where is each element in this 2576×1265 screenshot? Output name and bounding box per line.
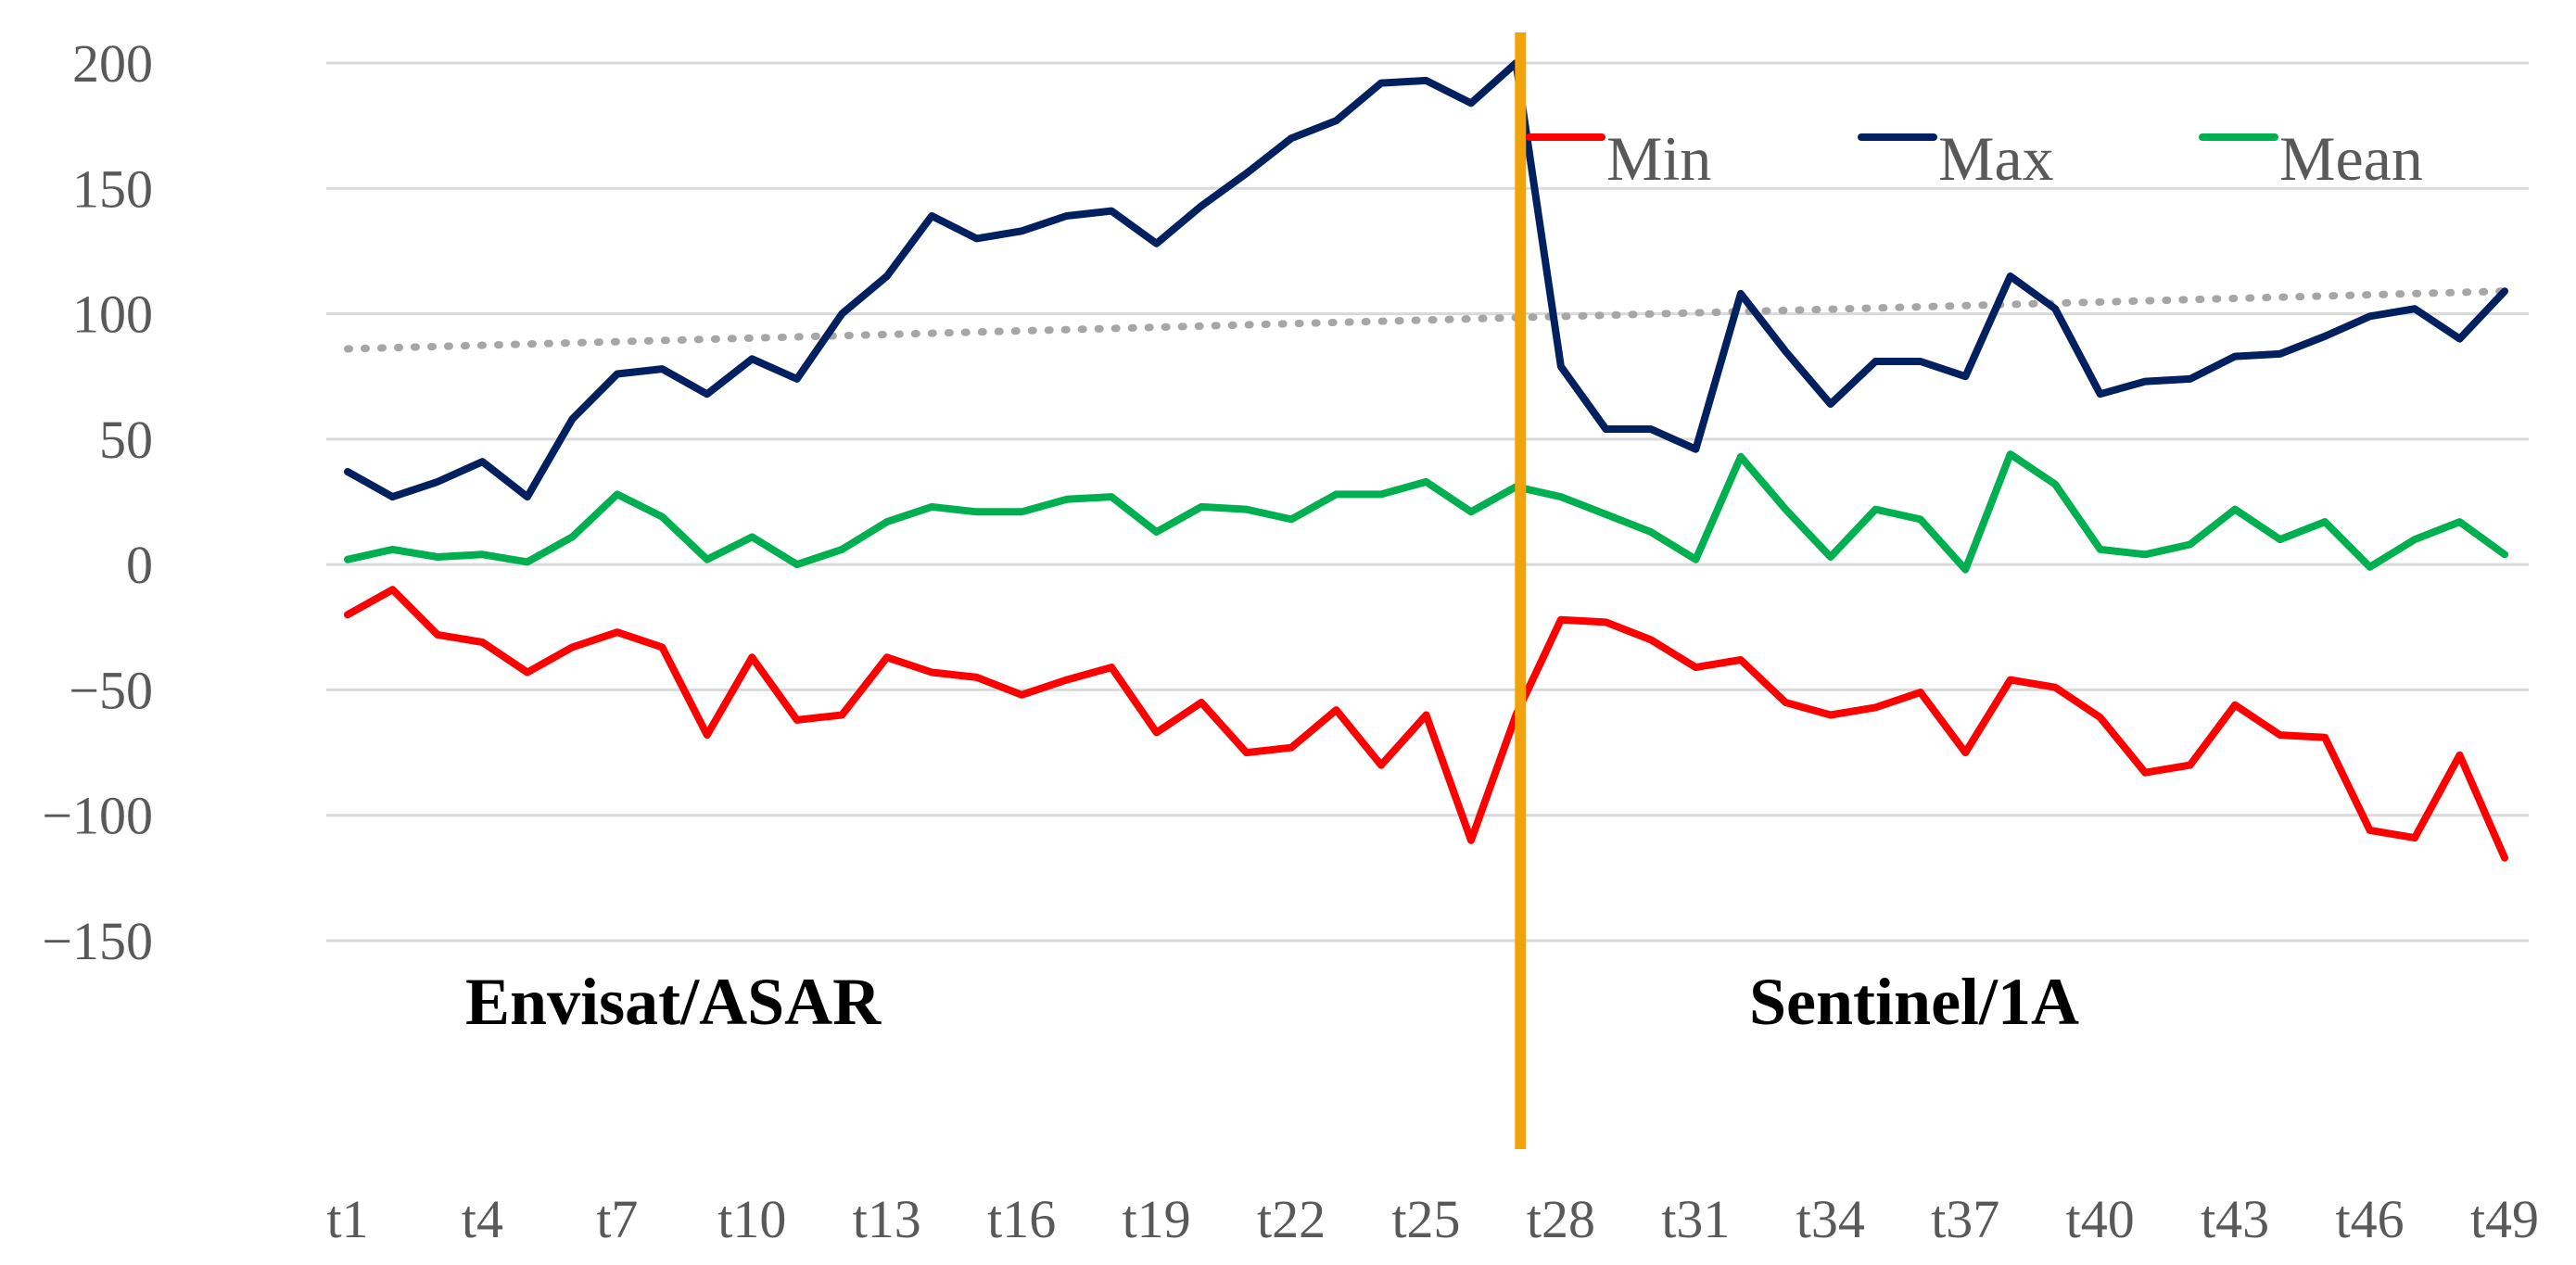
x-tick-label: t49: [2470, 1189, 2539, 1249]
y-tick-label: 0: [126, 535, 153, 595]
y-tick-label: 100: [72, 285, 153, 345]
y-tick-label: 150: [72, 158, 153, 219]
trendline-layer: [344, 287, 2508, 353]
x-tick-label: t43: [2201, 1189, 2269, 1249]
series-line-min: [344, 586, 2508, 862]
y-axis-ticks: 200 150 100 50 0 −50 −100 −150: [42, 33, 153, 971]
legend-max-label: Max: [1938, 123, 2054, 194]
x-tick-label: t7: [596, 1189, 638, 1249]
annotation-envisat: Envisat/ASAR: [465, 965, 882, 1039]
x-tick-label: t16: [987, 1189, 1056, 1249]
x-tick-label: t10: [717, 1189, 786, 1249]
annotation-sentinel: Sentinel/1A: [1749, 965, 2079, 1039]
x-tick-label: t31: [1661, 1189, 1730, 1249]
x-tick-label: t4: [462, 1189, 503, 1249]
series-line-mean: [344, 450, 2508, 574]
x-tick-label: t1: [326, 1189, 368, 1249]
gridlines: [326, 61, 2529, 942]
x-tick-label: t28: [1527, 1189, 1595, 1249]
legend-min-label: Min: [1606, 123, 1711, 194]
x-tick-label: t40: [2066, 1189, 2135, 1249]
legend-mean-label: Mean: [2279, 123, 2423, 194]
x-tick-label: t22: [1257, 1189, 1326, 1249]
x-tick-label: t46: [2336, 1189, 2405, 1249]
x-tick-label: t19: [1123, 1189, 1191, 1249]
y-tick-label: 50: [99, 410, 153, 470]
series-layer: [344, 59, 2508, 862]
legend: Min Max Mean: [1526, 123, 2423, 194]
x-tick-label: t13: [853, 1189, 921, 1249]
x-axis-ticks: t1 t4 t7 t10 t13 t16 t19 t22 t25 t28 t31 t34 t37 t40 t…: [326, 1189, 2539, 1249]
y-tick-label: −150: [42, 911, 153, 971]
x-tick-label: t34: [1796, 1189, 1865, 1249]
y-tick-label: −100: [42, 786, 153, 846]
max-trendline: [344, 287, 2508, 353]
series-line-max: [344, 59, 2508, 501]
y-tick-label: −50: [69, 660, 153, 720]
y-tick-label: 200: [72, 33, 153, 94]
x-tick-label: t25: [1391, 1189, 1460, 1249]
x-tick-label: t37: [1931, 1189, 1999, 1249]
